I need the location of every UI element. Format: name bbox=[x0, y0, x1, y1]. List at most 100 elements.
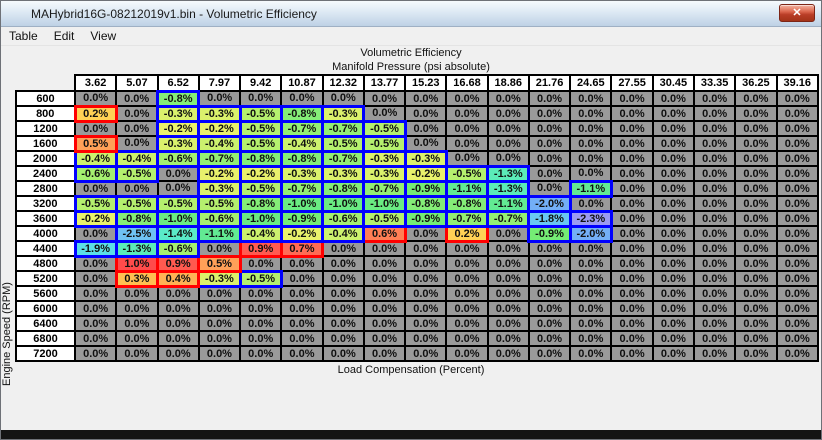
table-cell[interactable]: 0.0% bbox=[445, 300, 489, 317]
table-cell[interactable]: 0.0% bbox=[651, 315, 695, 332]
table-cell[interactable]: -0.3% bbox=[197, 269, 242, 288]
table-cell[interactable]: 0.0% bbox=[610, 105, 654, 122]
table-cell[interactable]: 0.0% bbox=[280, 270, 324, 287]
table-cell[interactable]: -0.7% bbox=[486, 209, 531, 228]
table-cell[interactable]: 0.0% bbox=[73, 90, 118, 107]
table-cell[interactable]: 0.0% bbox=[610, 225, 654, 242]
table-cell[interactable]: 0.0% bbox=[610, 180, 654, 197]
table-cell[interactable]: 0.0% bbox=[651, 135, 695, 152]
table-cell[interactable]: -0.2% bbox=[73, 209, 118, 228]
table-cell[interactable]: 0.0% bbox=[527, 330, 572, 347]
table-cell[interactable]: 0.0% bbox=[362, 90, 407, 107]
table-cell[interactable]: -1.1% bbox=[197, 224, 242, 243]
table-cell[interactable]: -0.4% bbox=[197, 134, 242, 153]
table-cell[interactable]: 0.0% bbox=[734, 300, 778, 317]
menu-item-edit[interactable]: Edit bbox=[53, 29, 75, 43]
table-cell[interactable]: -0.3% bbox=[156, 104, 201, 123]
table-cell[interactable]: 0.0% bbox=[651, 165, 695, 182]
table-cell[interactable]: 0.0% bbox=[527, 135, 572, 152]
table-cell[interactable]: 0.0% bbox=[115, 315, 159, 332]
table-cell[interactable]: -0.3% bbox=[279, 164, 325, 183]
table-cell[interactable]: 0.0% bbox=[445, 240, 489, 257]
table-cell[interactable]: 0.0% bbox=[775, 345, 820, 362]
table-cell[interactable]: -0.5% bbox=[156, 194, 201, 213]
table-cell[interactable]: 0.0% bbox=[115, 120, 159, 137]
table-cell[interactable]: 0.0% bbox=[692, 315, 737, 332]
table-cell[interactable]: -1.9% bbox=[73, 239, 118, 258]
table-cell[interactable]: 0.0% bbox=[610, 345, 654, 362]
table-cell[interactable]: -0.5% bbox=[238, 134, 283, 153]
table-cell[interactable]: 0.0% bbox=[362, 240, 407, 257]
table-cell[interactable]: -0.7% bbox=[279, 119, 325, 138]
table-cell[interactable]: -0.5% bbox=[362, 209, 407, 228]
table-cell[interactable]: 0.0% bbox=[404, 315, 448, 332]
table-cell[interactable]: 0.0% bbox=[692, 270, 737, 287]
table-cell[interactable]: 0.0% bbox=[362, 315, 407, 332]
table-cell[interactable]: 0.0% bbox=[115, 330, 159, 347]
table-cell[interactable]: 0.0% bbox=[651, 120, 695, 137]
table-cell[interactable]: 0.0% bbox=[527, 285, 572, 302]
table-cell[interactable]: 0.0% bbox=[445, 285, 489, 302]
table-cell[interactable]: 0.0% bbox=[651, 345, 695, 362]
table-cell[interactable]: 0.0% bbox=[362, 330, 407, 347]
table-cell[interactable]: 0.0% bbox=[115, 135, 159, 152]
table-cell[interactable]: -0.2% bbox=[403, 164, 448, 183]
table-cell[interactable]: 0.0% bbox=[445, 330, 489, 347]
table-cell[interactable]: -0.9% bbox=[279, 209, 325, 228]
table-cell[interactable]: 0.0% bbox=[775, 315, 820, 332]
table-cell[interactable]: 0.0% bbox=[775, 255, 820, 272]
table-cell[interactable]: 0.0% bbox=[692, 240, 737, 257]
table-cell[interactable]: 0.0% bbox=[239, 285, 283, 302]
table-cell[interactable]: 0.0% bbox=[404, 300, 448, 317]
table-cell[interactable]: 0.0% bbox=[404, 330, 448, 347]
table-cell[interactable]: 0.0% bbox=[280, 90, 324, 107]
table-cell[interactable]: 0.0% bbox=[527, 165, 572, 182]
table-cell[interactable]: 0.0% bbox=[486, 90, 530, 107]
table-cell[interactable]: 0.0% bbox=[775, 135, 820, 152]
table-cell[interactable]: 0.0% bbox=[486, 240, 530, 257]
table-cell[interactable]: 0.0% bbox=[445, 315, 489, 332]
table-cell[interactable]: 0.0% bbox=[445, 105, 489, 122]
table-cell[interactable]: 0.0% bbox=[734, 150, 778, 167]
table-cell[interactable]: 0.4% bbox=[156, 269, 201, 288]
table-cell[interactable]: 0.0% bbox=[404, 240, 448, 257]
table-cell[interactable]: 0.0% bbox=[486, 150, 530, 167]
table-cell[interactable]: 1.0% bbox=[114, 254, 160, 273]
table-cell[interactable]: 0.0% bbox=[610, 195, 654, 212]
table-cell[interactable]: 0.0% bbox=[569, 135, 613, 152]
table-cell[interactable]: 0.0% bbox=[239, 255, 283, 272]
table-cell[interactable]: 0.0% bbox=[362, 300, 407, 317]
table-cell[interactable]: 0.0% bbox=[651, 255, 695, 272]
table-cell[interactable]: -0.7% bbox=[279, 179, 325, 198]
table-cell[interactable]: 0.0% bbox=[362, 345, 407, 362]
table-cell[interactable]: 0.0% bbox=[486, 315, 530, 332]
table-cell[interactable]: 0.0% bbox=[362, 285, 407, 302]
table-cell[interactable]: 0.0% bbox=[610, 300, 654, 317]
table-cell[interactable]: -0.3% bbox=[156, 134, 201, 153]
table-cell[interactable]: -0.4% bbox=[114, 149, 160, 168]
table-cell[interactable]: -0.5% bbox=[114, 164, 160, 183]
table-cell[interactable]: -0.5% bbox=[114, 194, 160, 213]
table-cell[interactable]: 0.0% bbox=[239, 345, 283, 362]
table-cell[interactable]: -0.4% bbox=[73, 149, 118, 168]
table-cell[interactable]: 0.0% bbox=[321, 285, 365, 302]
table-cell[interactable]: -2.0% bbox=[568, 224, 613, 243]
table-cell[interactable]: -0.2% bbox=[197, 164, 242, 183]
table-cell[interactable]: 0.0% bbox=[651, 330, 695, 347]
table-cell[interactable]: 0.0% bbox=[404, 285, 448, 302]
title-bar[interactable]: MAHybrid16G-08212019v1.bin - Volumetric … bbox=[1, 1, 821, 27]
table-cell[interactable]: 0.0% bbox=[321, 330, 365, 347]
table-cell[interactable]: 0.0% bbox=[280, 285, 324, 302]
table-cell[interactable]: 0.0% bbox=[486, 105, 530, 122]
table-cell[interactable]: 0.0% bbox=[486, 285, 530, 302]
table-cell[interactable]: -0.5% bbox=[238, 179, 283, 198]
table-cell[interactable]: 0.0% bbox=[569, 270, 613, 287]
table-cell[interactable]: -0.8% bbox=[321, 179, 366, 198]
table-cell[interactable]: 0.0% bbox=[527, 315, 572, 332]
table-cell[interactable]: -0.3% bbox=[362, 149, 407, 168]
table-cell[interactable]: 0.0% bbox=[197, 300, 242, 317]
table-cell[interactable]: 0.0% bbox=[692, 180, 737, 197]
table-cell[interactable]: -0.5% bbox=[362, 134, 407, 153]
table-cell[interactable]: 0.0% bbox=[156, 165, 200, 182]
table-cell[interactable]: 0.0% bbox=[610, 210, 654, 227]
